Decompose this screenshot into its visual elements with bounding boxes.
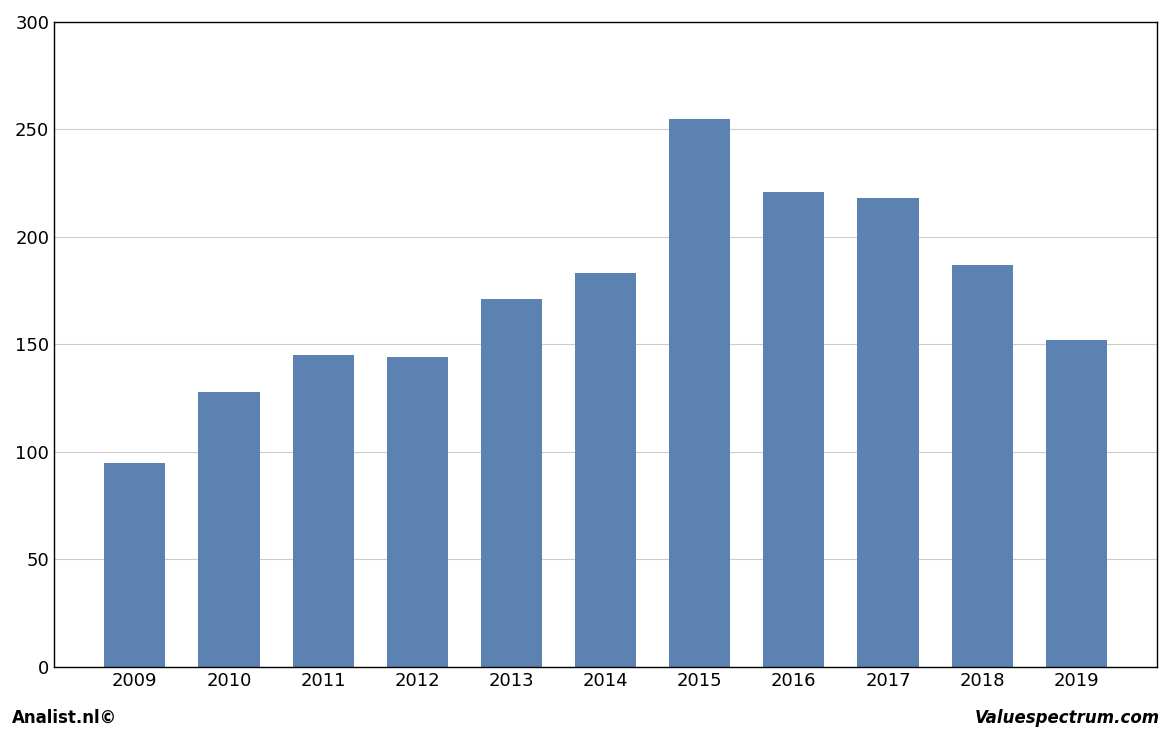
Bar <box>858 198 919 666</box>
Bar <box>952 265 1013 666</box>
Bar <box>104 462 165 666</box>
Bar <box>481 299 541 666</box>
Text: Valuespectrum.com: Valuespectrum.com <box>975 708 1160 727</box>
Bar <box>293 355 354 666</box>
Bar <box>387 357 448 666</box>
Bar <box>1045 340 1106 666</box>
Bar <box>575 274 636 666</box>
Text: Analist.nl©: Analist.nl© <box>12 708 117 727</box>
Bar <box>198 392 259 666</box>
Bar <box>669 119 730 666</box>
Bar <box>763 192 824 666</box>
